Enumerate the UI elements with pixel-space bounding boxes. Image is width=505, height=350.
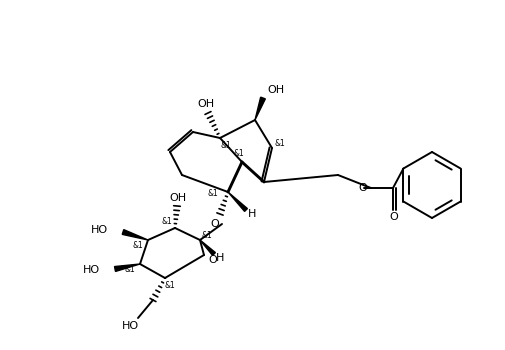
Text: HO: HO: [83, 265, 100, 275]
Text: H: H: [248, 209, 256, 219]
Text: &1: &1: [221, 141, 231, 150]
Text: &1: &1: [275, 139, 285, 147]
Polygon shape: [122, 230, 148, 240]
Text: &1: &1: [125, 265, 135, 273]
Text: HO: HO: [121, 321, 138, 331]
Polygon shape: [255, 97, 265, 120]
Text: O: O: [390, 212, 398, 222]
Text: O: O: [209, 255, 217, 265]
Text: OH: OH: [170, 193, 186, 203]
Polygon shape: [228, 192, 247, 211]
Text: &1: &1: [234, 148, 244, 158]
Text: &1: &1: [208, 189, 218, 198]
Text: OH: OH: [267, 85, 284, 95]
Text: OH: OH: [197, 99, 215, 109]
Text: &1: &1: [162, 217, 172, 225]
Text: O: O: [211, 219, 219, 229]
Text: &1: &1: [133, 240, 143, 250]
Text: H: H: [216, 253, 224, 263]
Text: &1: &1: [201, 231, 213, 239]
Polygon shape: [115, 264, 140, 272]
Text: HO: HO: [91, 225, 108, 235]
Text: &1: &1: [165, 280, 175, 289]
Polygon shape: [200, 240, 216, 256]
Text: O: O: [359, 183, 367, 193]
